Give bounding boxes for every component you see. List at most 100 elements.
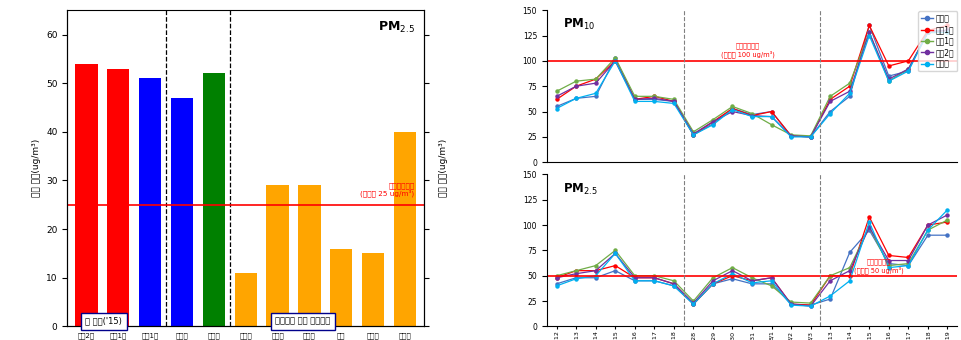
- Text: 본 연구('15): 본 연구('15): [86, 317, 122, 326]
- 장현동: [901, 69, 913, 73]
- 장현동: [687, 133, 699, 137]
- 초지동: [746, 113, 757, 117]
- 원곡1동: [687, 133, 699, 137]
- Bar: [75, 64, 97, 326]
- 장현동: [863, 34, 875, 38]
- 정왕1동: [765, 284, 776, 288]
- 초지동: [804, 303, 816, 307]
- 원곡1동: [765, 109, 776, 114]
- 장현동: [746, 115, 757, 119]
- 정왕2동: [589, 81, 601, 85]
- 장현동: [628, 99, 640, 103]
- 원곡1동: [609, 264, 621, 268]
- 장현동: [609, 59, 621, 63]
- 정왕1동: [901, 67, 913, 71]
- Line: 장현동: 장현동: [554, 31, 948, 138]
- 정왕1동: [706, 276, 718, 280]
- 정왕2동: [746, 279, 757, 283]
- 초지동: [589, 94, 601, 98]
- 원곡1동: [784, 134, 796, 138]
- 원곡1동: [804, 135, 816, 139]
- 초지동: [824, 297, 835, 301]
- 장현동: [687, 302, 699, 306]
- 초지동: [804, 135, 816, 139]
- Bar: [393, 132, 416, 326]
- 정왕1동: [589, 264, 601, 268]
- 정왕1동: [765, 123, 776, 127]
- 장현동: [863, 220, 875, 224]
- 정왕1동: [648, 274, 659, 278]
- 정왕1동: [882, 264, 894, 268]
- 원곡1동: [609, 59, 621, 63]
- 정왕2동: [922, 31, 933, 35]
- Line: 초지동: 초지동: [554, 228, 948, 307]
- 장현동: [570, 96, 581, 100]
- 정왕2동: [882, 77, 894, 81]
- 원곡1동: [628, 97, 640, 101]
- 정왕1동: [628, 94, 640, 98]
- 정왕1동: [804, 301, 816, 305]
- Bar: [171, 98, 193, 326]
- 초지동: [609, 56, 621, 60]
- 정왕2동: [726, 109, 737, 114]
- Text: 대기환경기준
(일평균 100 ug/m³): 대기환경기준 (일평균 100 ug/m³): [721, 42, 775, 58]
- 정왕2동: [863, 225, 875, 229]
- Text: 대기환경기준
(연평균 25 ug/m³): 대기환경기준 (연평균 25 ug/m³): [360, 182, 414, 198]
- 초지동: [648, 279, 659, 283]
- 정왕2동: [667, 99, 678, 103]
- 정왕2동: [746, 114, 757, 118]
- 정왕1동: [570, 269, 581, 273]
- 정왕1동: [784, 133, 796, 137]
- 장현동: [922, 31, 933, 35]
- 정왕2동: [687, 132, 699, 136]
- 초지동: [765, 282, 776, 286]
- 초지동: [824, 109, 835, 114]
- 장현동: [589, 274, 601, 278]
- 초지동: [667, 99, 678, 103]
- 장현동: [570, 277, 581, 281]
- 초지동: [922, 29, 933, 33]
- 장현동: [726, 272, 737, 276]
- 정왕2동: [941, 29, 952, 33]
- 초지동: [551, 282, 562, 286]
- 원곡1동: [589, 269, 601, 273]
- 장현동: [609, 251, 621, 255]
- 장현동: [922, 228, 933, 232]
- 장현동: [784, 135, 796, 139]
- 장현동: [804, 304, 816, 308]
- 초지동: [765, 109, 776, 114]
- 정왕2동: [804, 135, 816, 139]
- 장현동: [667, 101, 678, 105]
- 정왕2동: [765, 115, 776, 119]
- 정왕2동: [648, 96, 659, 100]
- 정왕1동: [843, 81, 854, 85]
- 장현동: [667, 284, 678, 288]
- 정왕2동: [804, 304, 816, 308]
- 정왕1동: [922, 228, 933, 232]
- 원곡1동: [648, 94, 659, 98]
- 정왕1동: [551, 274, 562, 278]
- 정왕1동: [746, 276, 757, 280]
- 원곡1동: [784, 302, 796, 306]
- 원곡1동: [551, 97, 562, 101]
- Line: 원곡1동: 원곡1동: [554, 216, 948, 307]
- 정왕2동: [706, 279, 718, 283]
- 정왕2동: [628, 276, 640, 280]
- 장현동: [843, 279, 854, 283]
- 정왕1동: [941, 218, 952, 222]
- 원곡1동: [706, 120, 718, 124]
- 원곡1동: [901, 59, 913, 63]
- 정왕1동: [922, 31, 933, 35]
- 정왕1동: [824, 274, 835, 278]
- 정왕2동: [901, 258, 913, 262]
- 정왕2동: [687, 301, 699, 305]
- 장현동: [628, 279, 640, 283]
- 초지동: [628, 279, 640, 283]
- 정왕1동: [804, 134, 816, 138]
- 원곡1동: [941, 220, 952, 224]
- 정왕1동: [687, 299, 699, 303]
- 장현동: [551, 284, 562, 288]
- 정왕2동: [824, 99, 835, 103]
- 정왕1동: [551, 89, 562, 93]
- Bar: [266, 185, 288, 326]
